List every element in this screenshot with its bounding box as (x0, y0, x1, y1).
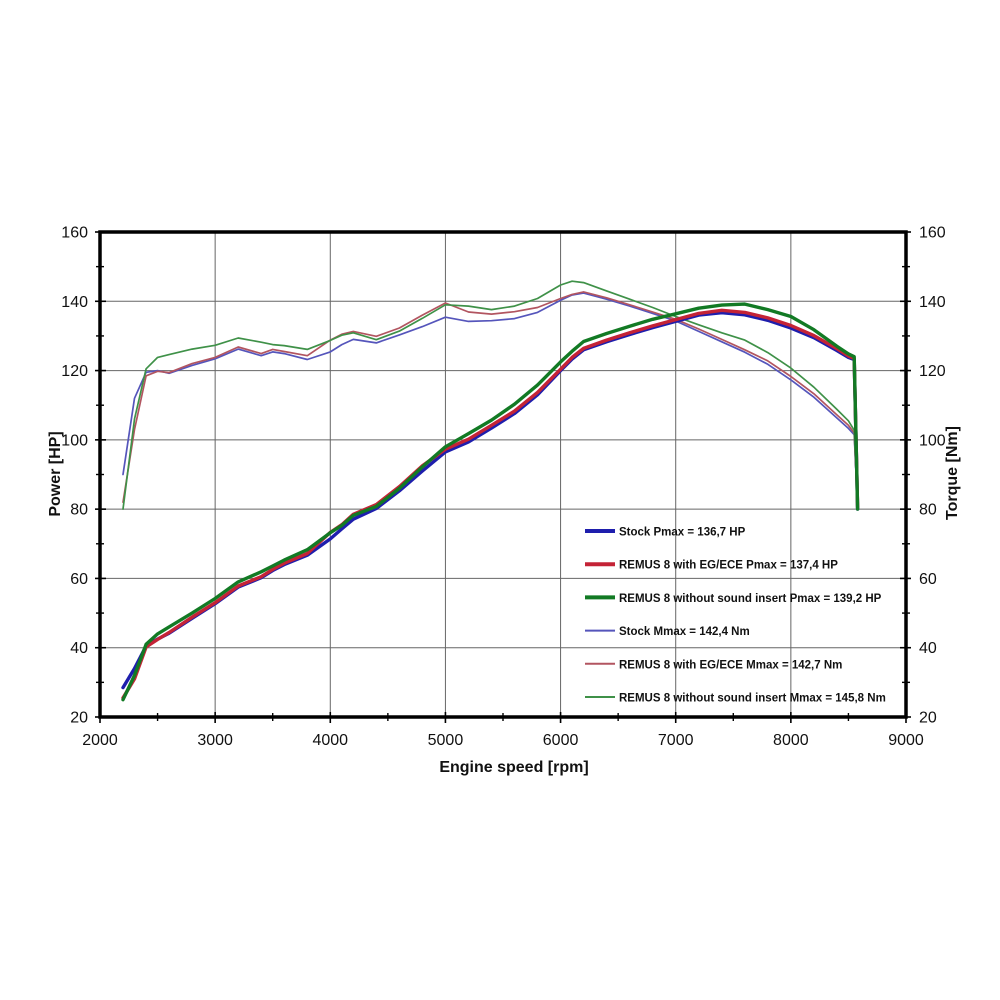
x-tick-label: 9000 (888, 732, 924, 749)
power-remus-no-sound-insert-line (121, 302, 860, 702)
y-tick-label-left: 80 (70, 502, 88, 519)
legend-label-power-stock: Stock Pmax = 136,7 HP (619, 527, 746, 539)
y-tick-label-left: 160 (61, 225, 88, 242)
legend-label-torque-remus-eg-ece: REMUS 8 with EG/ECE Mmax = 142,7 Nm (619, 659, 842, 671)
x-axis-title: Engine speed [rpm] (439, 759, 589, 776)
legend-label-power-remus-eg-ece: REMUS 8 with EG/ECE Pmax = 137,4 HP (619, 560, 838, 572)
x-tick-label: 8000 (773, 732, 809, 749)
left-axis-title: Power [HP] (47, 431, 64, 517)
x-tick-label: 6000 (543, 732, 579, 749)
y-tick-label-right: 80 (919, 502, 937, 519)
x-tick-label: 7000 (658, 732, 694, 749)
torque-remus-eg-ece-line (122, 291, 859, 507)
plot-frame (98, 230, 908, 719)
y-tick-label-right: 160 (919, 225, 946, 242)
y-tick-label-left: 100 (61, 432, 88, 449)
torque-stock-line (122, 292, 859, 509)
y-tick-label-left: 20 (70, 710, 88, 727)
y-tick-label-right: 40 (919, 640, 937, 657)
x-tick-label: 4000 (312, 732, 348, 749)
y-tick-label-right: 60 (919, 571, 937, 588)
power-remus-eg-ece-line (121, 308, 860, 700)
right-axis-title: Torque [Nm] (944, 426, 961, 520)
y-tick-label-right: 20 (919, 710, 937, 727)
x-tick-label: 2000 (82, 732, 118, 749)
legend-label-power-remus-no-sound-insert: REMUS 8 without sound insert Pmax = 139,… (619, 593, 882, 605)
y-tick-label-left: 40 (70, 640, 88, 657)
x-tick-label: 3000 (197, 732, 233, 749)
x-tick-label: 5000 (428, 732, 464, 749)
legend-label-torque-stock: Stock Mmax = 142,4 Nm (619, 626, 750, 638)
y-tick-label-right: 120 (919, 363, 946, 380)
y-tick-label-left: 140 (61, 294, 88, 311)
legend-label-torque-remus-no-sound-insert: REMUS 8 without sound insert Mmax = 145,… (619, 693, 886, 705)
y-tick-label-left: 60 (70, 571, 88, 588)
y-tick-label-right: 100 (919, 432, 946, 449)
y-tick-label-left: 120 (61, 363, 88, 380)
torque-remus-no-sound-insert-line (122, 280, 859, 510)
y-tick-label-right: 140 (919, 294, 946, 311)
